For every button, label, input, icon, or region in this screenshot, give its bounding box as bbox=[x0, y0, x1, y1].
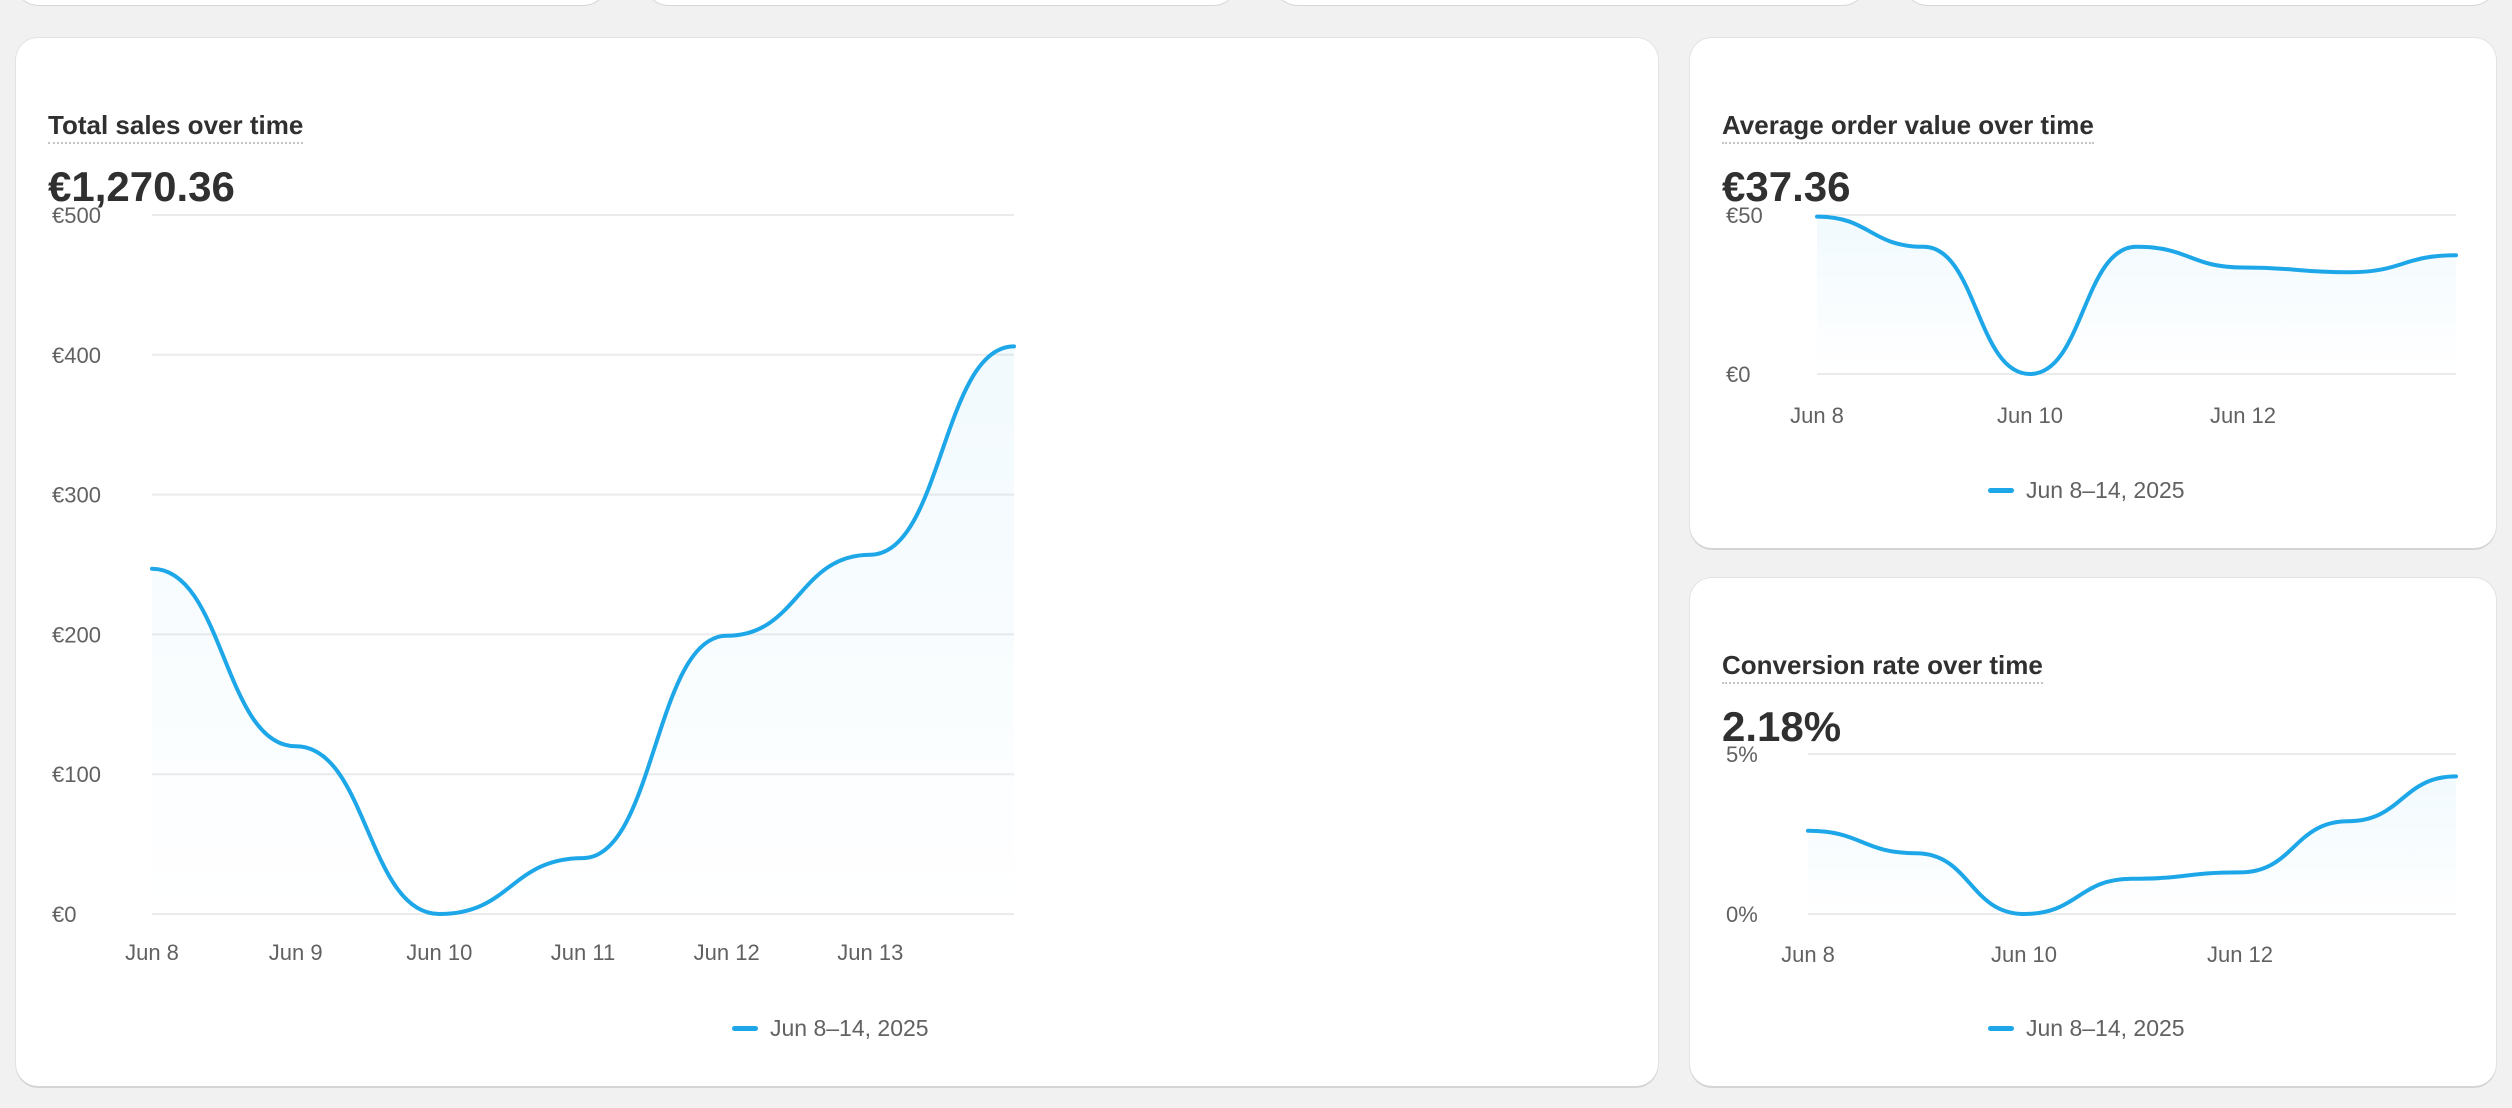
legend-swatch bbox=[1988, 488, 2014, 493]
data-point[interactable] bbox=[573, 848, 593, 868]
data-point[interactable] bbox=[2020, 364, 2040, 384]
y-tick-label: €0 bbox=[1726, 362, 1750, 387]
conversion-rate-chart[interactable]: 0% 5% Jun 8 Jun 10 Jun 12 bbox=[1690, 578, 2496, 1086]
data-point[interactable] bbox=[1004, 336, 1024, 356]
x-tick-label: Jun 8 bbox=[125, 940, 179, 965]
x-tick-label: Jun 11 bbox=[551, 940, 615, 965]
y-tick-label: 5% bbox=[1726, 742, 1758, 767]
legend-label: Jun 8–14, 2025 bbox=[2026, 1015, 2185, 1041]
data-point[interactable] bbox=[142, 559, 162, 579]
y-tick-label: 0% bbox=[1726, 902, 1758, 927]
data-point[interactable] bbox=[1914, 237, 1934, 257]
y-tick-label: €400 bbox=[52, 343, 101, 368]
metric-card-stub-3 bbox=[1273, 0, 1867, 5]
data-point[interactable] bbox=[717, 626, 737, 646]
chart-legend[interactable]: Jun 8–14, 2025 bbox=[1988, 477, 2185, 504]
legend-label: Jun 8–14, 2025 bbox=[770, 1015, 929, 1041]
series-line[interactable] bbox=[150, 344, 1016, 916]
data-point[interactable] bbox=[2122, 869, 2142, 889]
data-point[interactable] bbox=[1807, 207, 1827, 227]
x-tick-label: Jun 10 bbox=[1997, 403, 2063, 428]
data-point[interactable] bbox=[860, 545, 880, 565]
x-tick-label: Jun 12 bbox=[694, 940, 760, 965]
legend-swatch bbox=[732, 1026, 758, 1031]
data-point[interactable] bbox=[2340, 262, 2360, 282]
total-sales-chart[interactable]: €0 €100 €200 €300 €400 €500 Jun 8 Jun 9 Jun 10 Ju… bbox=[16, 38, 1658, 1086]
data-point[interactable] bbox=[2127, 237, 2147, 257]
data-point[interactable] bbox=[2446, 766, 2466, 786]
card-title[interactable]: Conversion rate over time bbox=[1722, 650, 2043, 684]
data-point[interactable] bbox=[2338, 811, 2358, 831]
data-point[interactable] bbox=[2446, 245, 2466, 265]
metric-card-stub-1 bbox=[14, 0, 608, 5]
data-point[interactable] bbox=[2014, 904, 2034, 924]
card-title[interactable]: Average order value over time bbox=[1722, 110, 2094, 144]
y-tick-label: €100 bbox=[52, 762, 101, 787]
conversion-rate-card[interactable]: Conversion rate over time 2.18% 0% 5% Jun … bbox=[1690, 578, 2496, 1086]
y-tick-label: €300 bbox=[52, 483, 101, 508]
y-tick-label: €50 bbox=[1726, 203, 1763, 228]
x-tick-label: Jun 12 bbox=[2207, 942, 2273, 967]
chart-legend[interactable]: Jun 8–14, 2025 bbox=[732, 1015, 929, 1042]
card-value: €37.36 bbox=[1722, 163, 1851, 210]
card-value: €1,270.36 bbox=[48, 163, 235, 210]
average-order-value-chart[interactable]: €0 €50 Jun 8 Jun 10 Jun 12 bbox=[1690, 38, 2496, 548]
card-value: 2.18% bbox=[1722, 703, 1842, 750]
x-tick-label: Jun 8 bbox=[1790, 403, 1844, 428]
average-order-value-card[interactable]: Average order value over time €37.36 €0 €… bbox=[1690, 38, 2496, 548]
x-tick-label: Jun 13 bbox=[837, 940, 903, 965]
data-point[interactable] bbox=[429, 904, 449, 924]
metric-card-stub-4 bbox=[1903, 0, 2497, 5]
series-line[interactable] bbox=[1806, 774, 2458, 916]
metric-card-stub-2 bbox=[644, 0, 1238, 5]
x-tick-label: Jun 8 bbox=[1781, 942, 1835, 967]
data-point[interactable] bbox=[286, 736, 306, 756]
x-tick-label: Jun 9 bbox=[269, 940, 323, 965]
series-area bbox=[1808, 776, 2456, 914]
data-point[interactable] bbox=[2233, 257, 2253, 277]
series-line[interactable] bbox=[1815, 214, 2458, 376]
legend-swatch bbox=[1988, 1026, 2014, 1031]
data-point[interactable] bbox=[2230, 862, 2250, 882]
x-tick-label: Jun 10 bbox=[406, 940, 472, 965]
y-tick-label: €0 bbox=[52, 902, 76, 927]
legend-label: Jun 8–14, 2025 bbox=[2026, 477, 2185, 503]
y-tick-label: €500 bbox=[52, 203, 101, 228]
series-area bbox=[152, 346, 1014, 914]
y-tick-label: €200 bbox=[52, 622, 101, 647]
series-area bbox=[1817, 216, 2456, 374]
x-tick-label: Jun 10 bbox=[1991, 942, 2057, 967]
total-sales-card[interactable]: Total sales over time €1,270.36 €0 €100 €2… bbox=[16, 38, 1658, 1086]
data-point[interactable] bbox=[1798, 821, 1818, 841]
chart-legend[interactable]: Jun 8–14, 2025 bbox=[1988, 1015, 2185, 1042]
data-point[interactable] bbox=[1906, 843, 1926, 863]
x-tick-label: Jun 12 bbox=[2210, 403, 2276, 428]
card-title[interactable]: Total sales over time bbox=[48, 110, 304, 144]
